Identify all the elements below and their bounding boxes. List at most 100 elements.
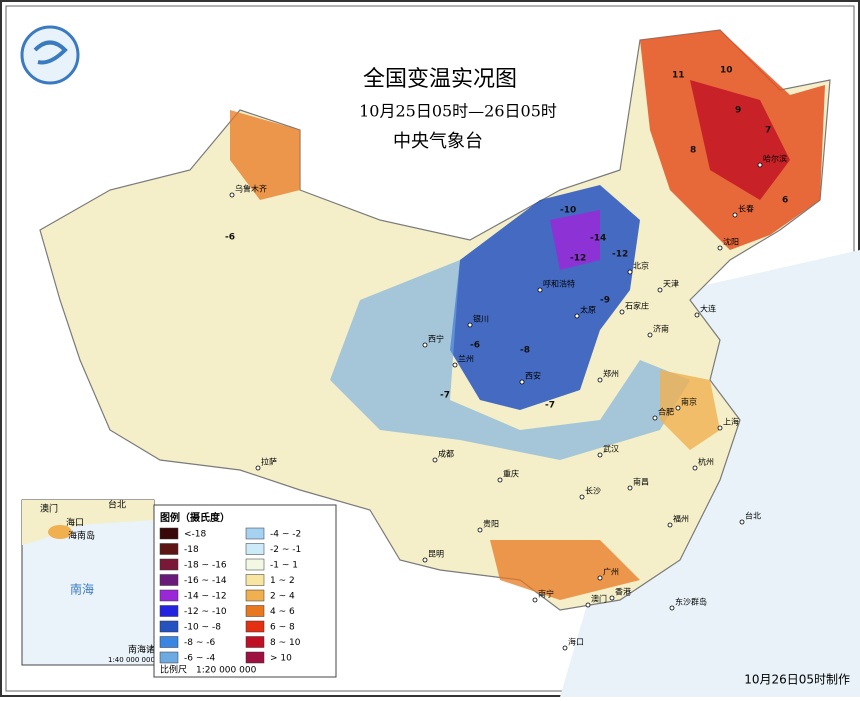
city-dot [669, 605, 675, 611]
city-dot [574, 313, 580, 319]
city-dot [667, 522, 673, 528]
city-dot [757, 162, 763, 168]
legend-label: -2 ~ -1 [270, 545, 301, 555]
city-name: 太原 [580, 305, 596, 315]
logo-mark [33, 40, 68, 65]
city-name: 沈阳 [723, 237, 739, 247]
warm-northwest [230, 110, 300, 200]
legend-label: -10 ~ -8 [184, 623, 221, 633]
city-dot [519, 379, 525, 385]
city-name: 福州 [673, 515, 689, 524]
legend-label: 2 ~ 4 [270, 592, 295, 602]
inset-label: 台北 [108, 499, 126, 511]
legend-swatch [159, 527, 179, 540]
city-dot [452, 362, 458, 368]
city-dot [692, 465, 698, 471]
temp-change: 8 [690, 146, 696, 156]
temp-change: 9 [735, 106, 741, 116]
city-name: 广州 [603, 567, 619, 577]
city-dot [739, 519, 745, 525]
temp-change: 6 [782, 196, 788, 206]
inset-label: 海口 [66, 517, 84, 529]
city-dot [652, 415, 658, 421]
city-name: 杭州 [698, 457, 714, 467]
legend-swatch [159, 605, 179, 617]
legend-swatch [245, 574, 265, 586]
inset-label: 海南岛 [68, 530, 95, 542]
city-dot [717, 245, 723, 251]
city-name: 西宁 [428, 334, 444, 344]
legend-swatch [245, 558, 265, 571]
legend-title: 图例（摄氏度） [160, 511, 230, 524]
city-name: 拉萨 [261, 457, 277, 467]
legend-swatch [245, 527, 265, 540]
city-name: 南昌 [633, 477, 649, 487]
city-dot [619, 309, 625, 315]
warm-south [490, 540, 640, 600]
city-name: 乌鲁木齐 [235, 184, 267, 194]
temp-change: -10 [560, 206, 576, 216]
city-name: 长春 [738, 204, 754, 214]
city-dot [467, 322, 473, 328]
city-name: 郑州 [603, 369, 619, 379]
city-name: 贵阳 [483, 519, 499, 529]
city-dot [717, 425, 723, 431]
legend-label: 8 ~ 10 [270, 638, 301, 648]
inset-label: 南海 [70, 582, 94, 597]
temp-change: -12 [570, 254, 586, 264]
city-name: 上海 [723, 417, 739, 427]
city-dot [627, 269, 633, 275]
city-dot [477, 527, 483, 533]
city-name: 东沙群岛 [675, 597, 707, 607]
legend-swatch [159, 543, 179, 555]
city-dot [229, 192, 235, 198]
city-name: 西安 [525, 371, 541, 381]
city-name: 武汉 [603, 444, 619, 454]
city-name: 成都 [438, 449, 454, 459]
temp-change: 10 [720, 66, 733, 76]
city-name: 兰州 [458, 354, 474, 364]
legend-label: -18 ~ -16 [184, 561, 227, 571]
legend-label: 6 ~ 8 [270, 623, 295, 633]
legend-label: -16 ~ -14 [184, 576, 227, 586]
scale: 比例尺 1:20 000 000 [160, 664, 257, 676]
cold-core [550, 210, 600, 270]
city-name: 银川 [473, 314, 489, 324]
legend-swatch [159, 620, 179, 633]
legend-swatch [245, 620, 265, 633]
legend-swatch [245, 543, 265, 555]
city-name: 呼和浩特 [543, 279, 575, 289]
legend-label: -14 ~ -12 [184, 592, 227, 602]
legend-label: -12 ~ -10 [184, 607, 227, 617]
legend-swatch [245, 589, 265, 602]
city-dot [537, 287, 543, 293]
legend-label: -4 ~ -2 [270, 530, 301, 540]
city-name: 天津 [663, 279, 679, 289]
city-dot [585, 602, 591, 608]
legend-swatch [159, 636, 179, 648]
city-name: 济南 [653, 324, 669, 334]
city-name: 哈尔滨 [763, 154, 787, 164]
city-name: 昆明 [428, 550, 444, 559]
city-name: 石家庄 [625, 301, 649, 311]
temp-change: -6 [470, 341, 480, 351]
city-name: 南宁 [538, 589, 554, 599]
legend-label: -18 [184, 545, 199, 555]
legend-frame [153, 504, 337, 678]
legend-swatch [159, 589, 179, 602]
cool-band [330, 260, 690, 460]
temp-change: -14 [590, 234, 606, 244]
title: 全国变温实况图 [363, 67, 517, 92]
city-name: 长沙 [585, 486, 601, 496]
inset-label: 澳门 [40, 503, 58, 515]
city-dot [497, 477, 503, 483]
city-dot [579, 494, 585, 500]
city-dot [597, 377, 603, 383]
inset-scale: 1:40 000 000 [108, 656, 155, 664]
temp-change: -8 [520, 346, 530, 356]
legend-label: 1 ~ 2 [270, 576, 295, 586]
city-dot [562, 645, 568, 651]
legend-label: -8 ~ -6 [184, 638, 215, 648]
city-name: 北京 [633, 261, 649, 271]
